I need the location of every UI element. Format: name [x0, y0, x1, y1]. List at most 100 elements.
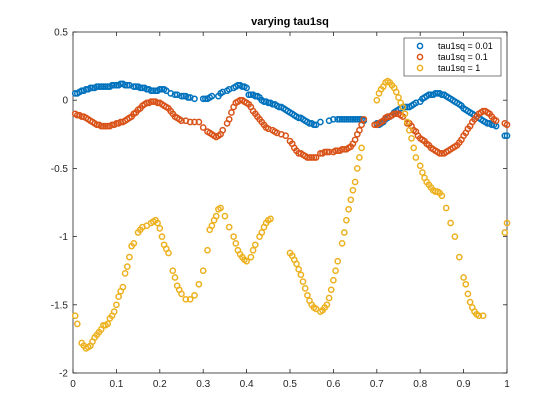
data-point [149, 87, 157, 95]
x-tick-label: 0.6 [326, 379, 340, 390]
data-point [466, 298, 474, 306]
data-point [501, 132, 509, 140]
legend-marker [416, 53, 424, 61]
data-point [351, 136, 359, 144]
data-point [353, 165, 361, 172]
data-point [110, 308, 118, 315]
legend-label: tau1sq = 0.1 [438, 52, 488, 62]
data-point [178, 290, 185, 298]
data-point [165, 249, 172, 257]
x-tick-label: 0.9 [457, 379, 471, 390]
data-point [336, 115, 344, 123]
data-point [130, 240, 138, 247]
data-point [358, 121, 365, 129]
data-point [395, 94, 402, 101]
data-point [403, 118, 411, 126]
data-point [349, 186, 357, 194]
data-point [169, 267, 177, 275]
data-point [104, 320, 112, 328]
data-point [301, 285, 309, 292]
data-point [432, 90, 439, 97]
data-point [258, 229, 266, 236]
data-point [97, 122, 105, 130]
data-point [373, 96, 381, 104]
data-point [308, 154, 316, 161]
data-point [479, 312, 487, 320]
data-point [195, 118, 203, 126]
data-point [73, 320, 81, 328]
data-point [464, 290, 472, 298]
data-point [121, 270, 129, 277]
data-point [317, 118, 324, 126]
data-point [323, 148, 331, 156]
x-axis: 0 0.1 0.2 0.3 0.4 0.5 0.6 0.7 0.8 0.9 1 [70, 32, 510, 390]
data-point [332, 267, 339, 275]
data-point [327, 286, 335, 294]
x-tick-label: 0.2 [153, 379, 167, 390]
data-point [191, 118, 198, 126]
data-point [251, 241, 259, 249]
data-point [221, 212, 229, 220]
data-point [330, 115, 337, 123]
data-point [338, 115, 346, 123]
data-point [158, 233, 166, 240]
data-point [95, 83, 103, 90]
data-point [406, 126, 413, 134]
x-tick-label: 0.7 [370, 379, 384, 390]
x-tick-label: 0.3 [196, 379, 210, 390]
data-point [282, 132, 290, 140]
data-point [102, 122, 109, 130]
data-point [147, 87, 155, 95]
y-axis: -2 -1.5 -1 -0.5 0 0.5 [51, 28, 507, 380]
data-point [340, 229, 348, 236]
data-point [71, 312, 79, 320]
chart-title: varying tau1sq [251, 16, 329, 28]
data-point [295, 265, 303, 273]
data-point [191, 95, 198, 103]
data-point [299, 278, 307, 285]
series-2 [71, 96, 511, 161]
data-point [171, 274, 179, 281]
data-point [247, 253, 255, 261]
data-point [412, 154, 420, 161]
data-point [321, 148, 329, 156]
data-point [351, 115, 359, 123]
data-point [343, 115, 350, 123]
legend-label: tau1sq = 1 [438, 63, 480, 73]
data-point [199, 267, 207, 275]
data-point [401, 110, 409, 118]
data-point [334, 257, 342, 265]
x-tick-label: 1 [504, 379, 510, 390]
data-point [199, 124, 207, 131]
data-point [217, 204, 224, 212]
data-point [171, 91, 179, 99]
data-point [503, 219, 511, 227]
data-point [460, 274, 467, 281]
data-point [184, 94, 192, 101]
data-point [392, 88, 400, 96]
data-point [243, 84, 250, 92]
data-point [492, 117, 500, 125]
data-point [156, 85, 164, 93]
data-point [293, 260, 300, 268]
data-point [419, 169, 426, 176]
data-point [123, 263, 131, 270]
x-tick-label: 0.4 [240, 379, 254, 390]
data-point [97, 83, 105, 90]
data-point [243, 257, 250, 265]
data-point [325, 148, 333, 156]
data-point [325, 294, 333, 302]
data-point [178, 117, 185, 125]
data-point [410, 144, 418, 152]
data-point [113, 301, 120, 309]
data-point [358, 144, 365, 152]
data-point [186, 118, 194, 126]
data-point [119, 283, 127, 291]
data-point [195, 280, 203, 288]
data-point [503, 121, 511, 129]
data-point [178, 92, 185, 100]
y-tick-label: -1 [59, 232, 68, 243]
data-point [304, 291, 311, 299]
data-point [199, 95, 207, 103]
